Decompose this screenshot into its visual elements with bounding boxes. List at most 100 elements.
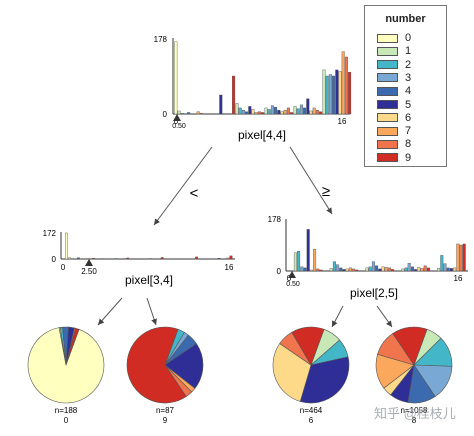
legend-label: 0 [405,32,412,44]
hist-bar [332,75,336,115]
legend-entry: 9 [377,152,411,164]
pie-slice [299,356,350,404]
edge-left-leaf0 [97,297,123,326]
hist-bar [440,255,444,272]
leaf-2-class: 6 [309,416,314,425]
hist-bar [217,258,221,260]
left-bars [64,232,233,260]
hist-bar [344,56,348,115]
legend-entry: 7 [377,125,411,137]
hist-bar [254,112,258,115]
hist-bar [345,268,349,272]
legend-swatch [377,33,398,43]
right-node-histogram: 178 0 0 16 0.50 [268,215,468,288]
hist-bar [264,107,268,115]
leaf-pie-0 [27,326,105,404]
hist-bar [283,109,287,115]
hist-bar [449,268,453,272]
hist-bar [102,258,106,260]
legend-title: number [385,13,426,25]
hist-bar [174,41,178,115]
pie-slice [164,343,204,389]
leaf-0-class: 0 [64,416,69,425]
leaf-3-class: 8 [412,416,417,425]
leaf-pie-2 [272,326,350,404]
pie-slice [126,326,187,404]
hist-bar [303,107,307,115]
hist-bar [423,265,427,272]
hist-bar [437,268,441,272]
legend-entry: 6 [377,112,411,124]
legend-label: 3 [405,71,412,84]
legend-label: 9 [405,151,412,164]
hist-bar [126,257,130,260]
legend-swatch [377,100,398,109]
split-marker [288,271,296,278]
split-value: 0.50 [172,123,186,130]
xtick-right: 16 [225,263,234,272]
hist-bar [378,268,382,272]
edge-right-leaf3 [376,305,393,328]
leaf-pie-3 [375,326,453,404]
hist-bar [312,107,316,115]
right-bars [293,229,466,272]
hist-bar [148,258,152,260]
hist-bar [322,69,326,115]
pie-slice [392,326,428,366]
legend-entry: 4 [377,85,411,97]
xtick-left: 0 [287,274,292,283]
hist-bar [123,258,127,260]
legend-swatch [377,126,398,136]
hist-bar [414,269,418,272]
right-feature-label: pixel[2,5] [350,286,398,300]
edge-left-leaf1 [146,297,157,326]
ytick-top: 172 [43,229,57,238]
hist-bar [342,269,346,272]
hist-bar [404,267,408,272]
split-marker [173,114,181,121]
leaf-1-class: 9 [163,416,168,425]
hist-bar [229,255,233,260]
hist-bar [420,268,424,272]
legend-entry: 3 [377,72,411,84]
hist-bar [261,112,265,115]
hist-bar [313,248,317,272]
hist-bar [306,229,310,272]
hist-bar [267,109,271,115]
hist-bar [219,94,223,115]
hist-bar [274,106,278,115]
hist-bar [232,75,236,115]
hist-bar [241,109,245,115]
left-node-histogram: 172 0 0 16 2.50 [43,229,235,276]
hist-bar [462,243,466,272]
pie-slice [291,326,325,366]
legend-entry: 2 [377,59,411,71]
legend-swatch [377,153,398,163]
root-feature-label: pixel[4,4] [238,128,286,142]
hist-bar [316,268,320,272]
hist-bar [456,243,460,272]
xtick-left: 0 [61,263,66,272]
legend-label: 7 [405,125,412,138]
leaf-2-count: n=464 [300,406,323,415]
hist-bar [401,268,405,272]
hist-bar [371,261,375,272]
hist-bar [319,111,323,115]
legend-label: 2 [405,58,412,71]
hist-bar [391,269,395,272]
split-value: 2.50 [81,267,97,276]
hist-bar [248,106,252,115]
watermark: 知乎 @桂枝儿 [374,406,456,421]
hist-bar [76,257,80,260]
leaf-3-count: n=1058 [401,406,428,415]
hist-bar [226,257,230,260]
hist-bar [277,109,281,115]
hist-bar [177,110,181,115]
hist-bar [251,109,255,115]
hist-bar [309,110,313,115]
legend-swatch [377,60,398,70]
hist-bar [293,252,297,272]
hist-bar [64,232,68,260]
hist-bar [303,267,307,272]
